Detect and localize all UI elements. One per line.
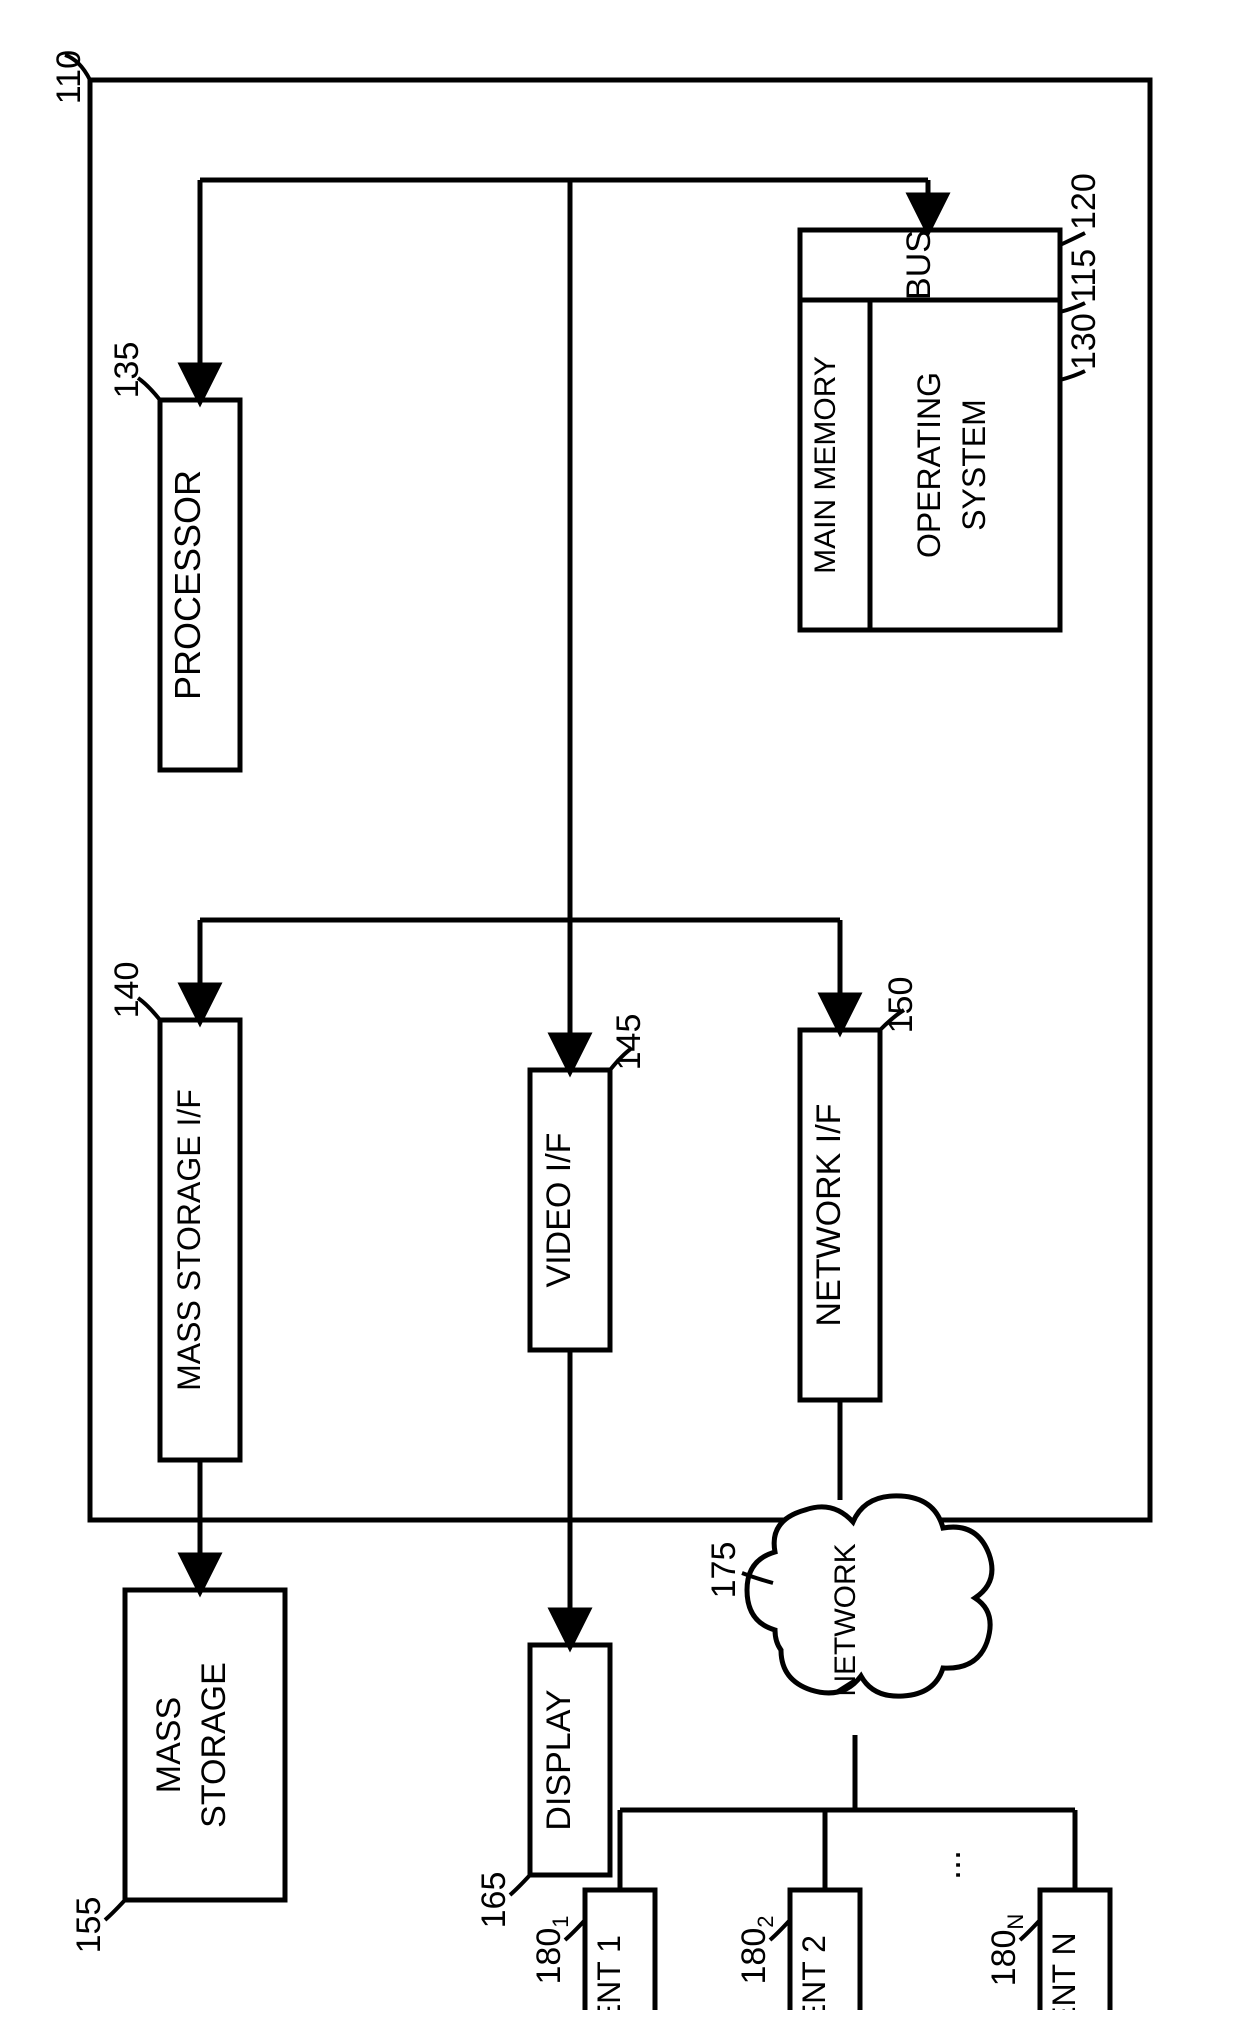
main-memory-label: MAIN MEMORY (809, 356, 842, 574)
mass-storage-if-ref: 140 (108, 962, 146, 1019)
operating-system-label-2: SYSTEM (956, 399, 992, 531)
processor-label: PROCESSOR (167, 470, 208, 700)
client-n-ref: 180N (985, 1914, 1028, 1987)
client-1-ref: 1801 (530, 1916, 573, 1985)
video-if-label: VIDEO I/F (540, 1133, 578, 1288)
mass-storage-label-2: STORAGE (195, 1662, 233, 1828)
mass-storage-ref: 155 (70, 1897, 108, 1954)
client-2-ref: 1802 (735, 1916, 778, 1985)
network-cloud-ref: 175 (705, 1542, 743, 1599)
network-if-label: NETWORK I/F (810, 1104, 848, 1327)
network-cloud-label: NETWORK (829, 1543, 862, 1696)
display-ref: 165 (475, 1872, 513, 1929)
network-cloud (747, 1496, 992, 1696)
processor-ref: 135 (108, 342, 146, 399)
operating-system-label-1: OPERATING (911, 372, 947, 558)
mass-storage-if-label: MASS STORAGE I/F (171, 1089, 207, 1391)
system-block-diagram: 110 PROCESSOR 135 BUS MAIN MEMORY OPERAT… (20, 20, 1240, 2010)
client-1-label: CLIENT 1 (591, 1935, 627, 2010)
main-memory-ref: 115 (1065, 249, 1103, 303)
bus-label: BUS (900, 230, 938, 300)
clients-ellipsis: ... (927, 1850, 968, 1880)
video-if-ref: 145 (610, 1014, 648, 1071)
system-ref: 110 (50, 50, 88, 104)
operating-system-ref: 130 (1065, 313, 1103, 370)
bus-ref: 120 (1065, 173, 1103, 230)
client-n-label: CLIENT N (1046, 1932, 1082, 2010)
mass-storage-label-1: MASS (150, 1697, 188, 1793)
display-label: DISPLAY (540, 1689, 578, 1830)
client-2-label: CLIENT 2 (796, 1935, 832, 2010)
network-if-ref: 150 (882, 977, 920, 1034)
